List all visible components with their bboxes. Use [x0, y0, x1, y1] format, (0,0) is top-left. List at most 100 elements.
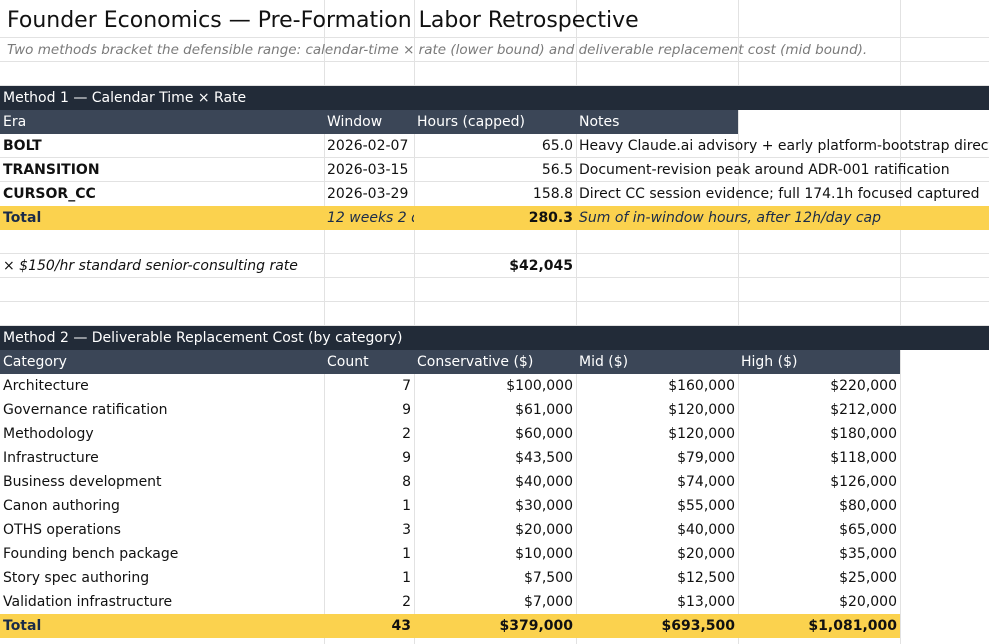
- table-row: Governance ratification 9 $61,000 $120,0…: [0, 398, 989, 422]
- mid-cell[interactable]: $120,000: [668, 426, 735, 442]
- col-era-header[interactable]: Era: [3, 114, 27, 130]
- high-cell[interactable]: $212,000: [830, 402, 897, 418]
- conservative-cell[interactable]: $20,000: [515, 522, 573, 538]
- high-cell[interactable]: $220,000: [830, 378, 897, 394]
- count-cell[interactable]: 9: [402, 402, 411, 418]
- conservative-cell[interactable]: $43,500: [515, 450, 573, 466]
- total-window[interactable]: 12 weeks 2 d: [327, 210, 414, 226]
- category-cell[interactable]: Methodology: [3, 426, 94, 442]
- count-cell[interactable]: 2: [402, 426, 411, 442]
- col-mid-header[interactable]: Mid ($): [579, 354, 629, 370]
- mid-cell[interactable]: $120,000: [668, 402, 735, 418]
- method2-header-row: Category Count Conservative ($) Mid ($) …: [0, 350, 989, 374]
- total-count[interactable]: 43: [391, 618, 411, 634]
- conservative-cell[interactable]: $7,500: [524, 570, 573, 586]
- conservative-cell[interactable]: $61,000: [515, 402, 573, 418]
- table-row: OTHS operations 3 $20,000 $40,000 $65,00…: [0, 518, 989, 542]
- method2-band: Method 2 — Deliverable Replacement Cost …: [0, 326, 989, 350]
- mid-cell[interactable]: $12,500: [677, 570, 735, 586]
- high-cell[interactable]: $20,000: [839, 594, 897, 610]
- count-cell[interactable]: 8: [402, 474, 411, 490]
- total-high[interactable]: $1,081,000: [808, 618, 897, 634]
- conservative-cell[interactable]: $30,000: [515, 498, 573, 514]
- col-notes-header[interactable]: Notes: [579, 114, 620, 130]
- window-cell[interactable]: 2026-02-07: [327, 138, 409, 154]
- count-cell[interactable]: 2: [402, 594, 411, 610]
- category-cell[interactable]: Canon authoring: [3, 498, 120, 514]
- total-mid[interactable]: $693,500: [661, 618, 735, 634]
- conservative-cell[interactable]: $100,000: [506, 378, 573, 394]
- col-category-header[interactable]: Category: [3, 354, 67, 370]
- conservative-cell[interactable]: $40,000: [515, 474, 573, 490]
- rate-row: × $150/hr standard senior-consulting rat…: [0, 254, 989, 278]
- window-cell[interactable]: 2026-03-15: [327, 162, 409, 178]
- mid-cell[interactable]: $13,000: [677, 594, 735, 610]
- notes-cell[interactable]: Heavy Claude.ai advisory + early platfor…: [579, 138, 989, 154]
- count-cell[interactable]: 1: [402, 546, 411, 562]
- category-cell[interactable]: Infrastructure: [3, 450, 99, 466]
- rate-value[interactable]: $42,045: [509, 258, 573, 274]
- category-cell[interactable]: Architecture: [3, 378, 89, 394]
- hours-cell[interactable]: 65.0: [541, 138, 573, 154]
- category-cell[interactable]: Validation infrastructure: [3, 594, 173, 610]
- high-cell[interactable]: $65,000: [839, 522, 897, 538]
- high-cell[interactable]: $118,000: [830, 450, 897, 466]
- era-cell[interactable]: BOLT: [3, 138, 42, 154]
- subtitle-row: Two methods bracket the defensible range…: [0, 38, 989, 62]
- col-conservative-header[interactable]: Conservative ($): [417, 354, 534, 370]
- mid-cell[interactable]: $55,000: [677, 498, 735, 514]
- total-conservative[interactable]: $379,000: [499, 618, 573, 634]
- era-cell[interactable]: TRANSITION: [3, 162, 100, 178]
- high-cell[interactable]: $35,000: [839, 546, 897, 562]
- col-high-header[interactable]: High ($): [741, 354, 798, 370]
- notes-cell[interactable]: Direct CC session evidence; full 174.1h …: [579, 186, 980, 202]
- category-cell[interactable]: Business development: [3, 474, 162, 490]
- mid-cell[interactable]: $79,000: [677, 450, 735, 466]
- table-row: Methodology 2 $60,000 $120,000 $180,000: [0, 422, 989, 446]
- window-cell[interactable]: 2026-03-29: [327, 186, 409, 202]
- count-cell[interactable]: 7: [402, 378, 411, 394]
- category-cell[interactable]: Story spec authoring: [3, 570, 150, 586]
- count-cell[interactable]: 1: [402, 498, 411, 514]
- era-cell[interactable]: CURSOR_CC: [3, 186, 96, 202]
- high-cell[interactable]: $180,000: [830, 426, 897, 442]
- title-row: Founder Economics — Pre-Formation Labor …: [0, 5, 989, 37]
- category-cell[interactable]: Founding bench package: [3, 546, 179, 562]
- col-count-header[interactable]: Count: [327, 354, 369, 370]
- hours-cell[interactable]: 158.8: [532, 186, 573, 202]
- table-row: Validation infrastructure 2 $7,000 $13,0…: [0, 590, 989, 614]
- rate-label[interactable]: × $150/hr standard senior-consulting rat…: [3, 258, 298, 274]
- method1-header-row: Era Window Hours (capped) Notes: [0, 110, 989, 134]
- mid-cell[interactable]: $40,000: [677, 522, 735, 538]
- method2-total-row: Total 43 $379,000 $693,500 $1,081,000: [0, 614, 989, 638]
- notes-cell[interactable]: Document-revision peak around ADR-001 ra…: [579, 162, 950, 178]
- high-cell[interactable]: $25,000: [839, 570, 897, 586]
- mid-cell[interactable]: $20,000: [677, 546, 735, 562]
- total-label[interactable]: Total: [3, 618, 42, 634]
- mid-cell[interactable]: $74,000: [677, 474, 735, 490]
- table-row: CURSOR_CC 2026-03-29 158.8 Direct CC ses…: [0, 182, 989, 206]
- conservative-cell[interactable]: $7,000: [524, 594, 573, 610]
- total-hours[interactable]: 280.3: [528, 210, 573, 226]
- conservative-cell[interactable]: $10,000: [515, 546, 573, 562]
- table-row: Founding bench package 1 $10,000 $20,000…: [0, 542, 989, 566]
- col-window-header[interactable]: Window: [327, 114, 383, 130]
- total-notes[interactable]: Sum of in-window hours, after 12h/day ca…: [579, 210, 882, 226]
- conservative-cell[interactable]: $60,000: [515, 426, 573, 442]
- count-cell[interactable]: 9: [402, 450, 411, 466]
- high-cell[interactable]: $80,000: [839, 498, 897, 514]
- page-subtitle: Two methods bracket the defensible range…: [7, 42, 868, 58]
- hours-cell[interactable]: 56.5: [541, 162, 573, 178]
- category-cell[interactable]: Governance ratification: [3, 402, 168, 418]
- table-row: Business development 8 $40,000 $74,000 $…: [0, 470, 989, 494]
- count-cell[interactable]: 3: [402, 522, 411, 538]
- mid-cell[interactable]: $160,000: [668, 378, 735, 394]
- table-row: Infrastructure 9 $43,500 $79,000 $118,00…: [0, 446, 989, 470]
- high-cell[interactable]: $126,000: [830, 474, 897, 490]
- table-row: Architecture 7 $100,000 $160,000 $220,00…: [0, 374, 989, 398]
- count-cell[interactable]: 1: [402, 570, 411, 586]
- category-cell[interactable]: OTHS operations: [3, 522, 121, 538]
- total-label[interactable]: Total: [3, 210, 42, 226]
- method2-heading: Method 2 — Deliverable Replacement Cost …: [3, 330, 403, 346]
- col-hours-header[interactable]: Hours (capped): [417, 114, 525, 130]
